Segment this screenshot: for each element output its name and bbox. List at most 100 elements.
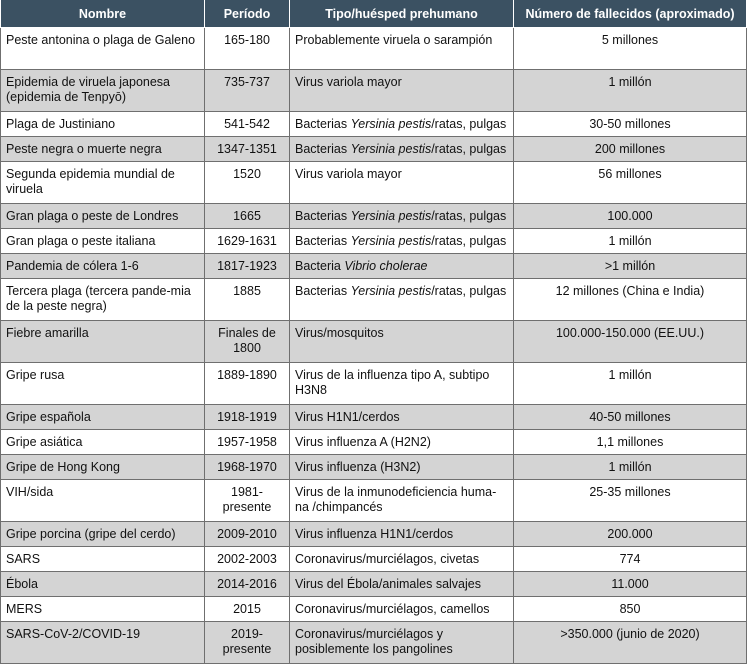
cell-type: Bacterias Yersinia pestis/ratas, pulgas [289,111,514,137]
cell-deaths: 1,1 millones [513,429,747,455]
cell-period: 2015 [204,596,290,622]
table-row: Ébola 2014-2016 Virus del Ébola/animales… [0,571,747,597]
cell-deaths: 100.000 [513,203,747,229]
cell-name: Gripe porcina (gripe del cerdo) [0,521,205,547]
type-text: Virus de la influenza tipo A, subtipo H3… [295,368,490,397]
table-row: SARS 2002-2003 Coronavirus/murciélagos, … [0,546,747,572]
table-row: Peste negra o muerte negra 1347-1351 Bac… [0,136,747,162]
cell-type: Virus influenza H1N1/cerdos [289,521,514,547]
cell-period: 2002-2003 [204,546,290,572]
cell-deaths: 25-35 millones [513,479,747,522]
table-row: Gripe de Hong Kong 1968-1970 Virus influ… [0,454,747,480]
cell-name: Pandemia de cólera 1-6 [0,253,205,279]
cell-name: Gripe de Hong Kong [0,454,205,480]
table-row: Gran plaga o peste de Londres 1665 Bacte… [0,203,747,229]
table-row: Gripe porcina (gripe del cerdo) 2009-201… [0,521,747,547]
cell-period: Finales de 1800 [204,320,290,363]
cell-period: 2014-2016 [204,571,290,597]
cell-deaths: 774 [513,546,747,572]
table-row: Gripe asiática 1957-1958 Virus influenza… [0,429,747,455]
cell-type: Virus de la influenza tipo A, subtipo H3… [289,362,514,405]
type-species: Vibrio cholerae [344,259,428,273]
cell-period: 735-737 [204,69,290,112]
cell-type: Bacterias Yersinia pestis/ratas, pulgas [289,136,514,162]
cell-type: Bacterias Yersinia pestis/ratas, pulgas [289,278,514,321]
type-text: Bacterias [295,117,351,131]
cell-name: VIH/sida [0,479,205,522]
type-host: /ratas, pulgas [431,209,507,223]
cell-period: 1968-1970 [204,454,290,480]
type-host: /ratas, pulgas [431,142,507,156]
cell-period: 165-180 [204,27,290,70]
table-row: MERS 2015 Coronavirus/murciélagos, camel… [0,596,747,622]
cell-name: Gripe española [0,404,205,430]
type-text: Virus del Ébola/animales salvajes [295,577,481,591]
header-deaths: Número de fallecidos (aproximado) [513,0,747,28]
cell-type: Coronavirus/murciélagos, camellos [289,596,514,622]
type-species: Yersinia pestis [350,209,432,223]
cell-type: Virus influenza (H3N2) [289,454,514,480]
cell-deaths: 1 millón [513,69,747,112]
type-host: /ratas, pulgas [431,284,507,298]
type-text: Virus variola mayor [295,75,402,89]
cell-name: MERS [0,596,205,622]
cell-name: Gripe rusa [0,362,205,405]
table-row: Gripe rusa 1889-1890 Virus de la influen… [0,362,747,405]
cell-period: 1665 [204,203,290,229]
type-text: Virus influenza (H3N2) [295,460,421,474]
cell-deaths: 12 millones (China e India) [513,278,747,321]
type-text: Virus influenza A (H2N2) [295,435,431,449]
cell-period: 1817-1923 [204,253,290,279]
type-text: Virus H1N1/cerdos [295,410,400,424]
cell-period: 2019-presente [204,621,290,664]
cell-type: Probablemente viruela o sarampión [289,27,514,70]
table-row: SARS-CoV-2/COVID-19 2019-presente Corona… [0,621,747,664]
cell-type: Bacterias Yersinia pestis/ratas, pulgas [289,228,514,254]
type-text: Virus/mosquitos [295,326,384,340]
cell-period: 1957-1958 [204,429,290,455]
type-text: Bacterias [295,209,351,223]
cell-type: Coronavirus/murciélagos, civetas [289,546,514,572]
cell-period: 1629-1631 [204,228,290,254]
type-text: Virus influenza H1N1/cerdos [295,527,454,541]
type-text: Coronavirus/murciélagos, camellos [295,602,490,616]
cell-name: Ébola [0,571,205,597]
cell-deaths: 1 millón [513,454,747,480]
cell-deaths: 850 [513,596,747,622]
type-species: Yersinia pestis [350,117,432,131]
type-text: Virus de la inmunodeficiencia huma-na /c… [295,485,497,514]
cell-name: Peste negra o muerte negra [0,136,205,162]
table-row: Pandemia de cólera 1-6 1817-1923 Bacteri… [0,253,747,279]
cell-type: Virus H1N1/cerdos [289,404,514,430]
table-row: Fiebre amarilla Finales de 1800 Virus/mo… [0,320,747,363]
table-row: Tercera plaga (tercera pande-mia de la p… [0,278,747,321]
cell-deaths: 200 millones [513,136,747,162]
table-row: Epidemia de viruela japonesa (epidemia d… [0,69,747,112]
type-text: Coronavirus/murciélagos, civetas [295,552,480,566]
cell-deaths: 5 millones [513,27,747,70]
cell-type: Virus/mosquitos [289,320,514,363]
cell-deaths: 1 millón [513,362,747,405]
cell-period: 1520 [204,161,290,204]
cell-name: Plaga de Justiniano [0,111,205,137]
header-period: Período [204,0,290,28]
cell-type: Bacterias Yersinia pestis/ratas, pulgas [289,203,514,229]
table-row: Plaga de Justiniano 541-542 Bacterias Ye… [0,111,747,137]
type-species: Yersinia pestis [350,284,432,298]
cell-name: SARS [0,546,205,572]
cell-type: Virus influenza A (H2N2) [289,429,514,455]
cell-name: Tercera plaga (tercera pande-mia de la p… [0,278,205,321]
cell-type: Virus variola mayor [289,161,514,204]
cell-type: Coronavirus/murciélagos y posiblemente l… [289,621,514,664]
cell-name: Peste antonina o plaga de Galeno [0,27,205,70]
type-text: Bacteria [295,259,345,273]
cell-deaths: >350.000 (junio de 2020) [513,621,747,664]
cell-period: 1889-1890 [204,362,290,405]
type-species: Yersinia pestis [350,142,432,156]
type-species: Yersinia pestis [350,234,432,248]
table-row: Peste antonina o plaga de Galeno 165-180… [0,27,747,70]
cell-period: 1918-1919 [204,404,290,430]
cell-name: Epidemia de viruela japonesa (epidemia d… [0,69,205,112]
cell-deaths: 56 millones [513,161,747,204]
type-host: /ratas, pulgas [431,117,507,131]
